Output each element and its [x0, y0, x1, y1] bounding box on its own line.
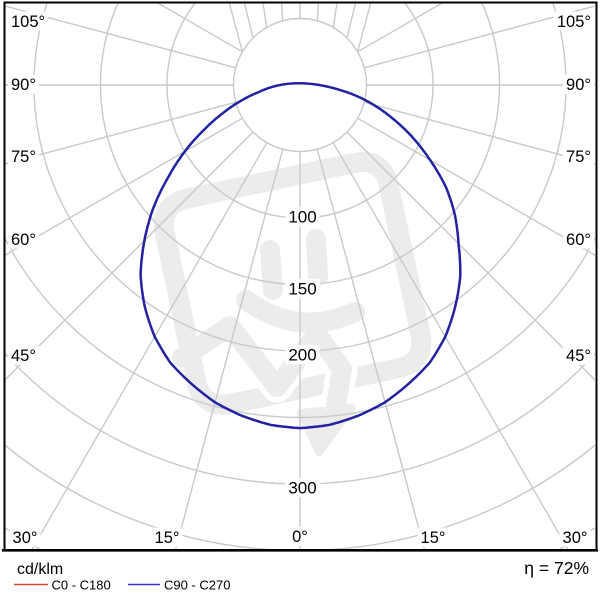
- svg-text:60°: 60°: [11, 231, 36, 249]
- svg-text:30°: 30°: [13, 529, 38, 547]
- svg-text:60°: 60°: [566, 231, 591, 249]
- svg-text:150: 150: [288, 280, 316, 299]
- svg-text:105°: 105°: [557, 13, 591, 31]
- svg-text:45°: 45°: [11, 347, 36, 365]
- svg-text:C0 - C180: C0 - C180: [52, 578, 111, 593]
- svg-text:75°: 75°: [566, 148, 591, 166]
- svg-text:η = 72%: η = 72%: [524, 558, 589, 578]
- svg-text:15°: 15°: [155, 529, 180, 547]
- svg-text:15°: 15°: [421, 529, 446, 547]
- svg-text:300: 300: [288, 479, 316, 498]
- svg-text:90°: 90°: [11, 76, 36, 94]
- svg-text:75°: 75°: [11, 148, 36, 166]
- svg-text:C90 - C270: C90 - C270: [164, 578, 230, 593]
- svg-text:105°: 105°: [11, 13, 45, 31]
- svg-text:30°: 30°: [563, 529, 588, 547]
- svg-text:100: 100: [288, 208, 316, 227]
- svg-text:cd/klm: cd/klm: [17, 561, 63, 578]
- svg-text:90°: 90°: [566, 76, 591, 94]
- svg-text:45°: 45°: [566, 347, 591, 365]
- svg-text:200: 200: [288, 346, 316, 365]
- svg-text:0°: 0°: [292, 528, 308, 546]
